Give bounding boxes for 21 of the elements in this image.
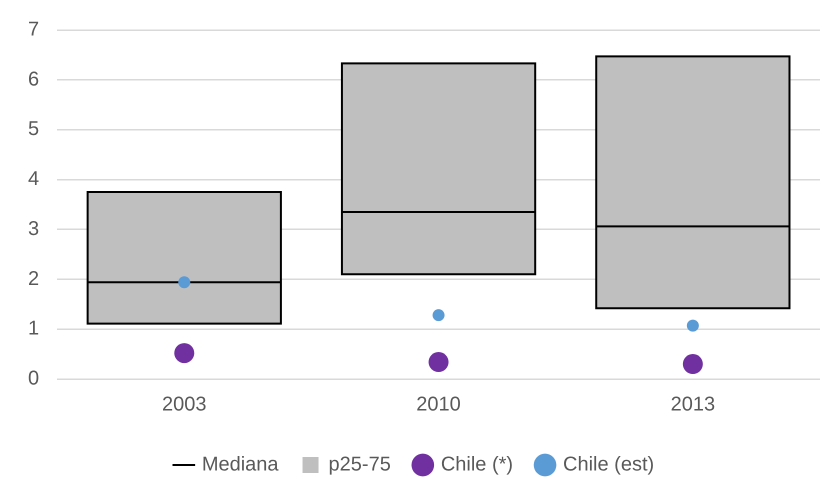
point (174, 343, 194, 364)
x-tick-label: 2010 (416, 394, 461, 416)
y-tick-label: 4 (28, 168, 40, 190)
y-tick-label: 1 (28, 318, 40, 340)
point (428, 352, 449, 372)
legend-label: Chile (*) (440, 454, 514, 476)
legend-label: p25-75 (328, 454, 391, 476)
x-tick-label: 2013 (670, 394, 716, 416)
y-tick-label: 3 (28, 218, 40, 240)
y-tick-label: 7 (28, 18, 40, 41)
x-tick-label: 2003 (162, 394, 207, 416)
point (682, 354, 703, 374)
point (686, 320, 699, 332)
y-tick-label: 0 (28, 368, 40, 390)
legend-label: Chile (est) (563, 454, 654, 476)
y-tick-label: 2 (28, 268, 40, 290)
y-tick-label: 6 (28, 68, 40, 90)
point (178, 276, 190, 288)
point (432, 309, 445, 322)
text: Mediana (202, 454, 280, 476)
y-tick-label: 5 (28, 118, 40, 140)
